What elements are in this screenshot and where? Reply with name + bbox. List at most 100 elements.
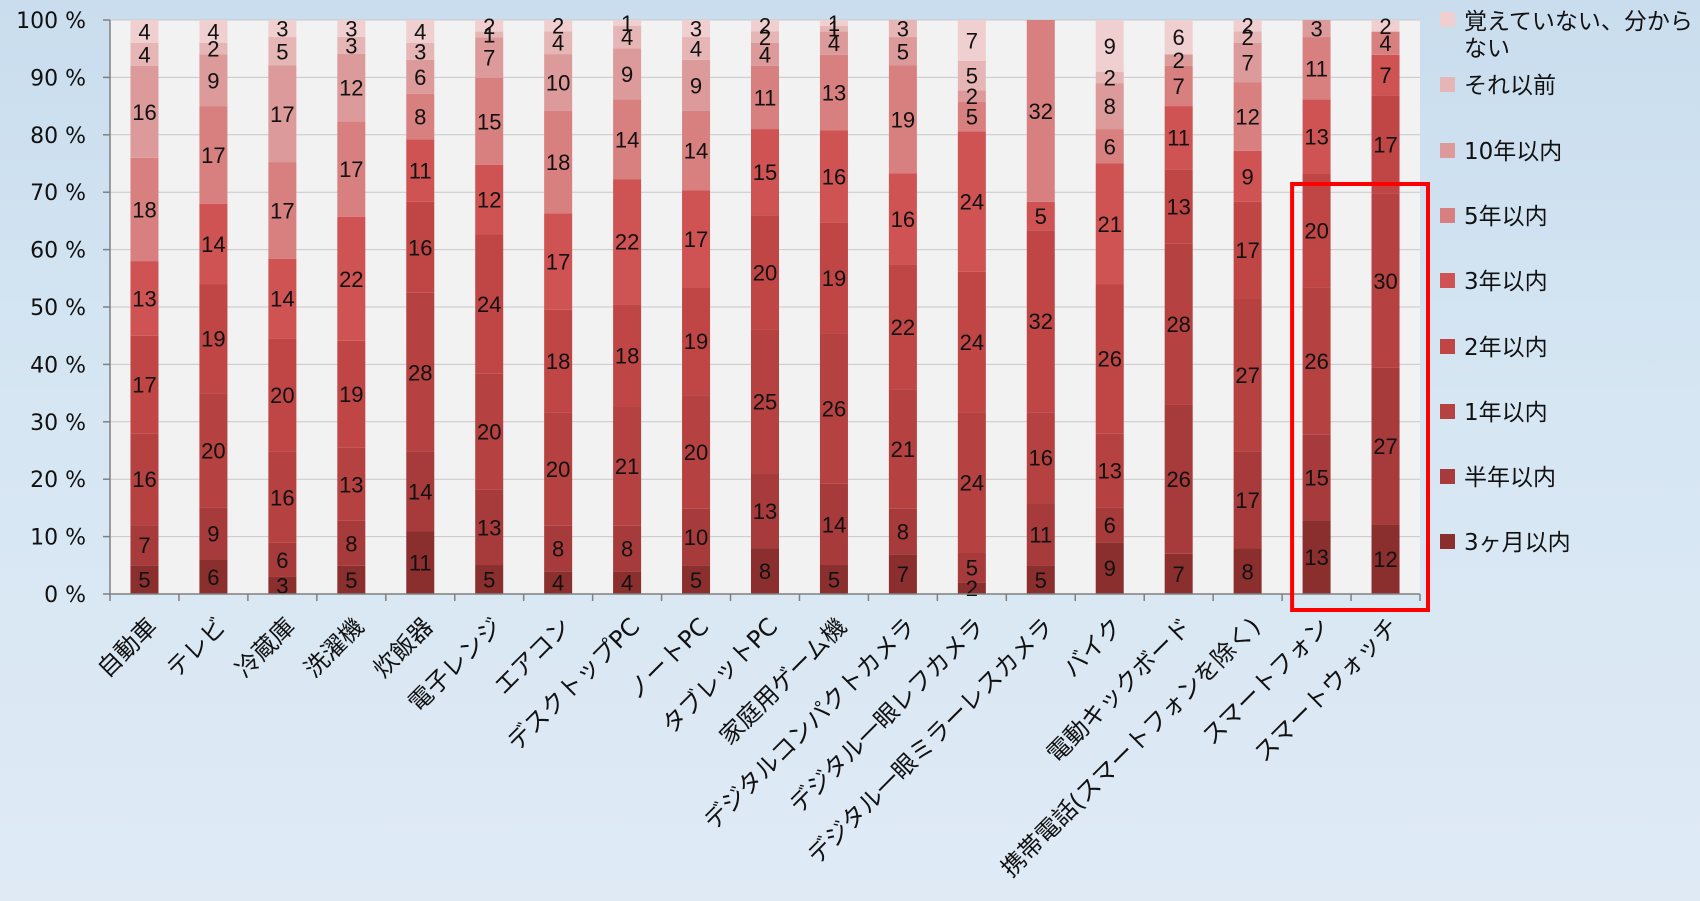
data-label: 15 bbox=[477, 109, 501, 134]
legend-swatch bbox=[1440, 469, 1455, 484]
data-label: 24 bbox=[960, 330, 984, 355]
data-label: 17 bbox=[1235, 488, 1259, 513]
bar-segment bbox=[199, 507, 228, 560]
data-label: 3 bbox=[897, 17, 909, 42]
bar-segment bbox=[544, 309, 573, 413]
data-label: 9 bbox=[207, 68, 219, 93]
bar-segment bbox=[682, 59, 711, 111]
data-label: 7 bbox=[897, 562, 909, 587]
bar-segment bbox=[1302, 287, 1331, 435]
bar-segment bbox=[199, 284, 228, 394]
y-tick-label: 100 % bbox=[16, 9, 86, 34]
data-label: 18 bbox=[546, 150, 570, 175]
bar-segment bbox=[957, 20, 986, 61]
bar-segment bbox=[819, 130, 848, 223]
bar-segment bbox=[1095, 284, 1124, 434]
bar-segment bbox=[130, 65, 159, 158]
data-label: 17 bbox=[270, 102, 294, 127]
legend-swatch bbox=[1440, 143, 1455, 158]
bar-segment bbox=[1164, 54, 1193, 66]
data-label: 14 bbox=[684, 139, 708, 164]
bar-segment bbox=[957, 271, 986, 413]
data-label: 9 bbox=[621, 62, 633, 87]
data-label: 17 bbox=[1235, 238, 1259, 263]
bar-segment bbox=[475, 234, 504, 374]
legend-swatch bbox=[1440, 339, 1455, 354]
data-label: 25 bbox=[753, 390, 777, 415]
data-label: 4 bbox=[138, 19, 150, 44]
y-tick-label: 10 % bbox=[30, 526, 86, 551]
bar-segment bbox=[1233, 298, 1262, 452]
bar-segment bbox=[1371, 20, 1400, 32]
data-label: 12 bbox=[477, 188, 501, 213]
data-label: 24 bbox=[960, 190, 984, 215]
data-label: 14 bbox=[201, 232, 225, 257]
bar-segment bbox=[544, 525, 573, 572]
bar-segment bbox=[406, 139, 435, 202]
data-label: 2 bbox=[1242, 25, 1254, 50]
bar-segment bbox=[888, 554, 917, 594]
legend-label: それ以前 bbox=[1464, 73, 1556, 99]
data-label: 4 bbox=[621, 571, 633, 596]
bar-segment bbox=[1371, 31, 1400, 55]
data-label: 7 bbox=[1379, 63, 1391, 88]
bar-segment bbox=[613, 571, 642, 594]
data-label: 5 bbox=[966, 64, 978, 89]
legend-label: ない bbox=[1464, 36, 1510, 62]
data-label: 21 bbox=[615, 454, 639, 479]
bar-segment bbox=[613, 406, 642, 526]
bar-segment bbox=[613, 99, 642, 180]
bar-segment bbox=[199, 203, 228, 285]
data-label: 19 bbox=[201, 327, 225, 352]
bar-segment bbox=[1233, 20, 1262, 32]
category-label: テレビ bbox=[161, 612, 232, 683]
data-label: 12 bbox=[1373, 547, 1397, 572]
category-label: 自動車 bbox=[92, 612, 163, 683]
bar-segment bbox=[1233, 548, 1262, 594]
bar-segment bbox=[1371, 95, 1400, 194]
bar-segment bbox=[475, 77, 504, 165]
data-label: 2 bbox=[1242, 14, 1254, 39]
bar-segment bbox=[1164, 20, 1193, 55]
data-label: 16 bbox=[270, 485, 294, 510]
bar-segment bbox=[1233, 82, 1262, 151]
data-label: 28 bbox=[408, 360, 432, 385]
data-label: 3 bbox=[345, 33, 357, 58]
data-label: 20 bbox=[1304, 218, 1328, 243]
data-label: 6 bbox=[207, 565, 219, 590]
data-label: 18 bbox=[132, 197, 156, 222]
y-tick-label: 60 % bbox=[30, 239, 86, 264]
bar-segment bbox=[1302, 20, 1331, 38]
data-label: 2 bbox=[1104, 65, 1116, 90]
data-label: 15 bbox=[753, 160, 777, 185]
bar-segment bbox=[268, 65, 297, 163]
data-label: 4 bbox=[690, 36, 702, 61]
bar-segment bbox=[544, 412, 573, 526]
bar-segment bbox=[819, 20, 848, 26]
data-label: 5 bbox=[690, 568, 702, 593]
data-label: 5 bbox=[483, 568, 495, 593]
bar-segment bbox=[888, 389, 917, 509]
bar-segment bbox=[819, 54, 848, 131]
bar-segment bbox=[957, 582, 986, 594]
legend-swatch bbox=[1440, 534, 1455, 549]
bar-segment bbox=[1164, 65, 1193, 107]
bar-segment bbox=[199, 42, 228, 55]
data-label: 13 bbox=[1304, 125, 1328, 150]
bar-segment bbox=[406, 93, 435, 140]
legend-swatch bbox=[1440, 12, 1455, 27]
bar-segment bbox=[819, 31, 848, 55]
bar-segment bbox=[268, 37, 297, 66]
bar-segment bbox=[475, 489, 504, 566]
bar-segment bbox=[819, 25, 848, 32]
data-label: 8 bbox=[552, 537, 564, 562]
bar-segment bbox=[337, 216, 366, 341]
bar-segment bbox=[613, 48, 642, 100]
data-label: 18 bbox=[615, 343, 639, 368]
bar-segment bbox=[751, 42, 779, 66]
bar-segment bbox=[1164, 106, 1193, 170]
data-label: 9 bbox=[1104, 34, 1116, 59]
legend-swatch bbox=[1440, 77, 1455, 92]
bar-segment bbox=[337, 53, 366, 122]
data-label: 13 bbox=[339, 472, 363, 497]
